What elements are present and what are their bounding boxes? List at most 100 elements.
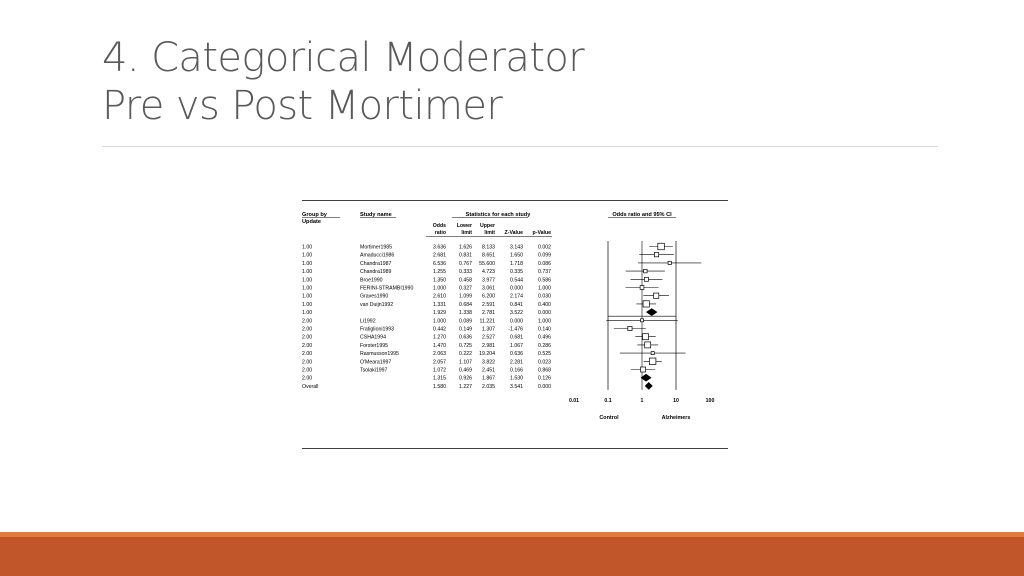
- row-z-value: 1.718: [510, 261, 523, 267]
- row-p-value: 0.525: [538, 351, 551, 357]
- row-upper-limit: 1.867: [482, 376, 495, 382]
- header-upper-limit: limit: [484, 230, 495, 236]
- row-z-value: 1.650: [510, 253, 523, 259]
- x-tick-label: 0.01: [569, 398, 579, 404]
- row-group: 2.00: [302, 327, 312, 333]
- row-upper-limit: 6.200: [482, 294, 495, 300]
- effect-marker: [643, 268, 648, 274]
- row-odds-ratio: 1.270: [433, 335, 446, 341]
- row-upper-limit: 3.822: [482, 359, 495, 365]
- row-lower-limit: 0.684: [459, 302, 472, 308]
- row-study-name: Chandra1989: [360, 269, 392, 275]
- row-odds-ratio: 2.057: [433, 359, 446, 365]
- row-lower-limit: 0.831: [459, 253, 472, 259]
- row-upper-limit: 19.204: [479, 351, 495, 357]
- row-study-name: Chandra1987: [360, 261, 392, 267]
- header-lower: Lower: [457, 223, 472, 229]
- row-lower-limit: 0.469: [459, 368, 472, 374]
- row-group: 1.00: [302, 253, 312, 259]
- footer-bar: [0, 537, 1024, 576]
- row-lower-limit: 0.636: [459, 335, 472, 341]
- row-z-value: 0.000: [510, 318, 523, 324]
- header-ratio: ratio: [435, 230, 446, 236]
- row-lower-limit: 1.626: [459, 245, 472, 251]
- row-study-name: Tsolaki1997: [360, 368, 388, 374]
- row-group: 2.00: [302, 368, 312, 374]
- row-study-name: FERINI-STRAMBI1990: [360, 286, 413, 292]
- row-z-value: 0.841: [510, 302, 523, 308]
- row-upper-limit: 11.221: [480, 318, 496, 324]
- row-odds-ratio: 2.063: [433, 351, 446, 357]
- row-z-value: 2.174: [510, 294, 523, 300]
- row-lower-limit: 1.099: [459, 294, 472, 300]
- row-odds-ratio: 1.000: [433, 318, 446, 324]
- effect-marker: [627, 326, 633, 331]
- row-lower-limit: 0.333: [459, 269, 472, 275]
- title-line-2: Pre vs Post Mortimer: [102, 83, 503, 129]
- row-upper-limit: 2.591: [482, 302, 495, 308]
- row-p-value: 0.586: [538, 277, 551, 283]
- row-group: 2.00: [302, 335, 312, 341]
- row-lower-limit: 0.767: [459, 261, 472, 267]
- row-lower-limit: 1.227: [459, 384, 472, 390]
- row-z-value: 0.166: [510, 368, 523, 374]
- header-upper: Upper: [480, 223, 495, 229]
- row-z-value: 3.143: [510, 245, 523, 251]
- row-z-value: 1.067: [510, 343, 523, 349]
- row-study-name: Fratiglioni1993: [360, 327, 394, 333]
- row-group: 1.00: [302, 261, 312, 267]
- row-group: Overall: [302, 384, 318, 390]
- row-lower-limit: 1.107: [459, 359, 472, 365]
- effect-marker: [654, 252, 660, 258]
- x-tick-label: 1: [641, 398, 644, 404]
- row-study-name: Amaducci1986: [360, 253, 394, 259]
- row-odds-ratio: 1.315: [433, 376, 446, 382]
- effect-marker: [650, 351, 655, 356]
- row-p-value: 0.023: [538, 359, 551, 365]
- row-study-name: Mortimer1985: [360, 245, 392, 251]
- row-p-value: 0.000: [538, 384, 551, 390]
- row-lower-limit: 0.725: [459, 343, 472, 349]
- effect-marker: [657, 242, 665, 251]
- row-study-name: Graves1990: [360, 294, 388, 300]
- row-group: 1.00: [302, 269, 312, 275]
- effect-marker: [640, 366, 646, 373]
- row-p-value: 0.002: [538, 245, 551, 251]
- row-odds-ratio: 1.072: [433, 368, 446, 374]
- effect-marker: [642, 300, 650, 308]
- title-divider: [102, 146, 938, 147]
- overall-diamond: [644, 381, 653, 390]
- row-study-name: Forster1995: [360, 343, 388, 349]
- row-p-value: 0.000: [538, 310, 551, 316]
- row-group: 2.00: [302, 343, 312, 349]
- row-z-value: 1.530: [510, 376, 523, 382]
- favours-right-label: Alzheimers: [662, 415, 691, 421]
- row-lower-limit: 0.926: [459, 376, 472, 382]
- row-upper-limit: 1.307: [482, 327, 495, 333]
- row-z-value: 0.636: [510, 351, 523, 357]
- row-odds-ratio: 1.350: [433, 277, 446, 283]
- x-tick-label: 100: [706, 398, 715, 404]
- row-upper-limit: 2.451: [482, 368, 495, 374]
- row-p-value: 0.868: [538, 368, 551, 374]
- footer-accent-bar: [0, 532, 1024, 537]
- row-odds-ratio: 1.929: [433, 310, 446, 316]
- row-upper-limit: 2.781: [482, 310, 495, 316]
- header-study-name: Study name: [360, 212, 392, 218]
- row-group: 1.00: [302, 245, 312, 251]
- row-z-value: 3.541: [510, 384, 523, 390]
- effect-marker: [667, 260, 672, 265]
- row-group: 1.00: [302, 310, 312, 316]
- effect-marker: [640, 318, 644, 323]
- slide-title: 4. Categorical Moderator Pre vs Post Mor…: [102, 34, 922, 130]
- row-group: 1.00: [302, 277, 312, 283]
- row-odds-ratio: 2.681: [433, 253, 446, 259]
- row-upper-limit: 2.035: [482, 384, 495, 390]
- effect-marker: [642, 333, 649, 341]
- row-odds-ratio: 2.610: [433, 294, 446, 300]
- header-z-value: Z-Value: [505, 230, 524, 236]
- row-z-value: 2.281: [510, 359, 523, 365]
- row-lower-limit: 0.458: [459, 277, 472, 283]
- row-lower-limit: 0.222: [459, 351, 472, 357]
- row-z-value: 3.522: [510, 310, 523, 316]
